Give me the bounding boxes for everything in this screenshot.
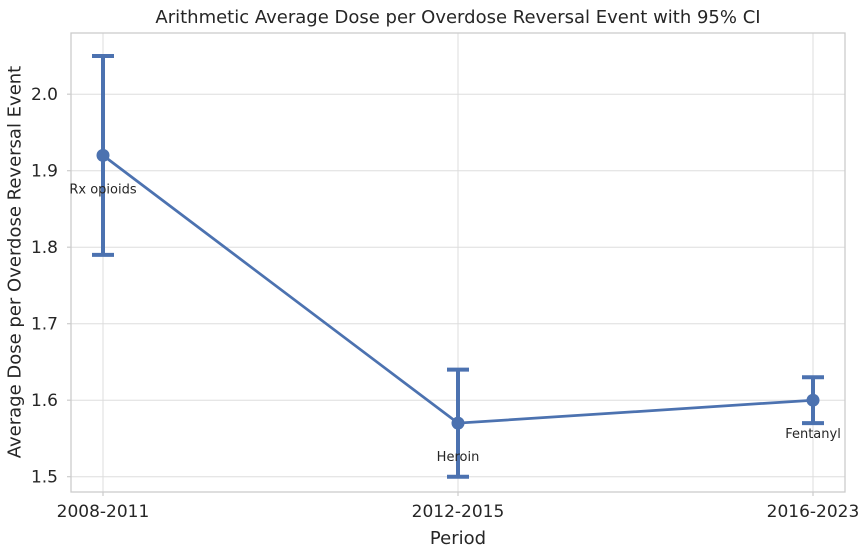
x-tick-label: 2012-2015 xyxy=(412,502,505,522)
y-tick-label: 1.5 xyxy=(31,468,58,488)
data-point xyxy=(806,393,820,407)
x-axis-label: Period xyxy=(429,528,487,549)
y-tick-label: 1.9 xyxy=(31,162,58,182)
y-tick-label: 2.0 xyxy=(31,85,58,105)
x-tick-label: 2008-2011 xyxy=(57,502,150,522)
point-label: Fentanyl xyxy=(785,427,841,442)
chart-title: Arithmetic Average Dose per Overdose Rev… xyxy=(155,7,761,28)
y-tick-label: 1.8 xyxy=(31,238,58,258)
y-tick-label: 1.7 xyxy=(31,315,58,335)
data-point xyxy=(451,416,465,430)
point-label: Heroin xyxy=(437,450,480,465)
y-tick-label: 1.6 xyxy=(31,391,58,411)
plot-border xyxy=(70,32,846,493)
point-label: Rx opioids xyxy=(69,182,136,197)
data-point xyxy=(96,148,110,162)
y-axis-label: Average Dose per Overdose Reversal Event xyxy=(4,65,26,459)
x-tick-label: 2016-2023 xyxy=(767,502,860,522)
